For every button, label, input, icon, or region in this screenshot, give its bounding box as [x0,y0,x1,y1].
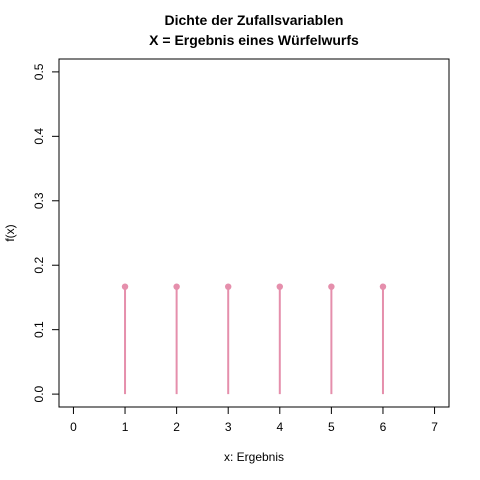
data-point [173,283,180,290]
x-tick-label: 0 [70,420,77,434]
data-point [328,283,335,290]
x-tick-label: 6 [380,420,387,434]
data-point [225,283,232,290]
x-tick-label: 7 [431,420,438,434]
x-tick-label: 3 [225,420,232,434]
chart-title-line-2: X = Ergebnis eines Würfelwurfs [149,32,359,48]
x-axis: 0 1 2 3 4 5 6 7 [70,406,438,434]
data-point [276,283,283,290]
y-tick-label: 0.1 [32,321,46,338]
y-axis: 0.0 0.1 0.2 0.3 0.4 0.5 [32,63,60,402]
x-tick-label: 1 [122,420,129,434]
chart-title-line-1: Dichte der Zufallsvariablen [165,12,344,28]
y-tick-label: 0.5 [32,63,46,80]
plot-box [58,58,450,408]
stems-group [121,283,387,395]
y-tick-label: 0.2 [32,257,46,274]
y-axis-label: f(x) [3,224,17,241]
y-tick-label: 0.0 [32,385,46,402]
y-tick-label: 0.3 [32,192,46,209]
x-tick-label: 4 [276,420,283,434]
x-axis-label: x: Ergebnis [224,450,284,464]
x-tick-label: 2 [173,420,180,434]
data-point [121,283,129,290]
x-tick-label: 5 [328,420,335,434]
data-point [379,283,387,290]
y-tick-label: 0.4 [32,128,46,145]
